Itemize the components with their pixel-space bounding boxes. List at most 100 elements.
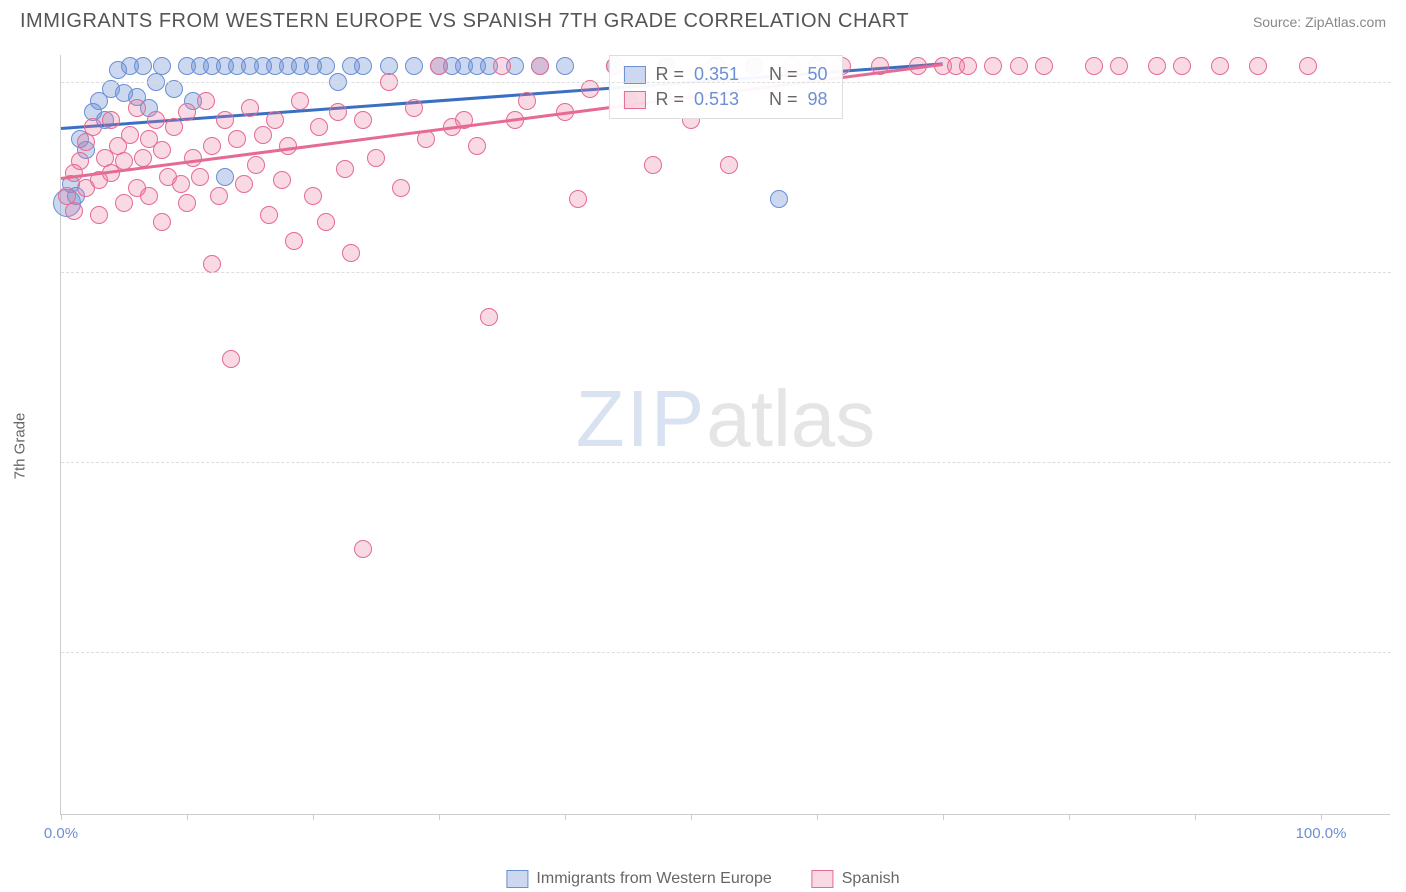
scatter-point bbox=[317, 57, 335, 75]
ytick-label: 85.0% bbox=[1398, 643, 1406, 660]
scatter-point bbox=[216, 111, 234, 129]
scatter-point bbox=[984, 57, 1002, 75]
scatter-point bbox=[121, 126, 139, 144]
scatter-point bbox=[405, 99, 423, 117]
xtick-mark bbox=[691, 814, 692, 820]
ytick-label: 95.0% bbox=[1398, 263, 1406, 280]
scatter-point bbox=[304, 187, 322, 205]
scatter-point bbox=[115, 194, 133, 212]
scatter-point bbox=[241, 99, 259, 117]
chart-plot-area: ZIPatlas R = 0.351 N = 50 R = 0.513 N = … bbox=[60, 55, 1390, 815]
scatter-point bbox=[354, 57, 372, 75]
scatter-point bbox=[556, 57, 574, 75]
scatter-point bbox=[260, 206, 278, 224]
scatter-point bbox=[285, 232, 303, 250]
scatter-point bbox=[153, 213, 171, 231]
scatter-point bbox=[172, 175, 190, 193]
scatter-point bbox=[959, 57, 977, 75]
xtick-label: 0.0% bbox=[44, 825, 78, 842]
scatter-point bbox=[354, 111, 372, 129]
scatter-point bbox=[65, 202, 83, 220]
scatter-point bbox=[84, 118, 102, 136]
scatter-point bbox=[1085, 57, 1103, 75]
scatter-point bbox=[153, 57, 171, 75]
scatter-point bbox=[134, 149, 152, 167]
scatter-point bbox=[342, 244, 360, 262]
y-axis-label: 7th Grade bbox=[12, 413, 29, 480]
legend-item-2: Spanish bbox=[812, 870, 900, 888]
bottom-legend: Immigrants from Western Europe Spanish bbox=[506, 870, 899, 888]
scatter-point bbox=[405, 57, 423, 75]
xtick-mark bbox=[1195, 814, 1196, 820]
scatter-point bbox=[367, 149, 385, 167]
scatter-point bbox=[770, 190, 788, 208]
scatter-point bbox=[392, 179, 410, 197]
scatter-point bbox=[235, 175, 253, 193]
xtick-mark bbox=[439, 814, 440, 820]
scatter-point bbox=[1299, 57, 1317, 75]
scatter-point bbox=[531, 57, 549, 75]
scatter-point bbox=[165, 80, 183, 98]
chart-title: IMMIGRANTS FROM WESTERN EUROPE VS SPANIS… bbox=[20, 10, 909, 33]
scatter-point bbox=[329, 103, 347, 121]
scatter-point bbox=[468, 137, 486, 155]
scatter-point bbox=[147, 111, 165, 129]
scatter-point bbox=[1110, 57, 1128, 75]
scatter-point bbox=[197, 92, 215, 110]
scatter-point bbox=[480, 308, 498, 326]
scatter-point bbox=[71, 152, 89, 170]
scatter-point bbox=[203, 255, 221, 273]
scatter-point bbox=[247, 156, 265, 174]
xtick-mark bbox=[565, 814, 566, 820]
xtick-mark bbox=[313, 814, 314, 820]
source-name: ZipAtlas.com bbox=[1305, 14, 1386, 30]
scatter-point bbox=[644, 156, 662, 174]
scatter-point bbox=[1249, 57, 1267, 75]
r-value-2: 0.513 bbox=[694, 89, 739, 110]
scatter-point bbox=[569, 190, 587, 208]
scatter-point bbox=[430, 57, 448, 75]
scatter-point bbox=[228, 130, 246, 148]
chart-source: Source: ZipAtlas.com bbox=[1253, 14, 1386, 30]
n-label-2: N = bbox=[769, 89, 798, 110]
scatter-point bbox=[310, 118, 328, 136]
legend-label-1: Immigrants from Western Europe bbox=[536, 870, 771, 888]
xtick-label: 100.0% bbox=[1296, 825, 1347, 842]
scatter-point bbox=[273, 171, 291, 189]
legend-swatch-pink bbox=[623, 91, 645, 109]
scatter-point bbox=[254, 126, 272, 144]
scatter-point bbox=[518, 92, 536, 110]
gridline-h bbox=[61, 652, 1391, 653]
scatter-point bbox=[102, 111, 120, 129]
scatter-point bbox=[134, 57, 152, 75]
legend-item-1: Immigrants from Western Europe bbox=[506, 870, 771, 888]
chart-header: IMMIGRANTS FROM WESTERN EUROPE VS SPANIS… bbox=[0, 0, 1406, 41]
scatter-point bbox=[90, 206, 108, 224]
scatter-point bbox=[1035, 57, 1053, 75]
stats-row-series1: R = 0.351 N = 50 bbox=[623, 62, 827, 87]
ytick-label: 90.0% bbox=[1398, 453, 1406, 470]
scatter-point bbox=[317, 213, 335, 231]
source-label: Source: bbox=[1253, 14, 1305, 30]
scatter-point bbox=[178, 194, 196, 212]
xtick-mark bbox=[1321, 814, 1322, 820]
scatter-point bbox=[216, 168, 234, 186]
scatter-point bbox=[336, 160, 354, 178]
scatter-point bbox=[354, 540, 372, 558]
xtick-mark bbox=[1069, 814, 1070, 820]
r-label-2: R = bbox=[655, 89, 684, 110]
stats-row-series2: R = 0.513 N = 98 bbox=[623, 87, 827, 112]
stats-legend: R = 0.351 N = 50 R = 0.513 N = 98 bbox=[608, 55, 842, 119]
scatter-point bbox=[720, 156, 738, 174]
scatter-point bbox=[140, 187, 158, 205]
scatter-point bbox=[210, 187, 228, 205]
scatter-point bbox=[128, 99, 146, 117]
legend-label-2: Spanish bbox=[842, 870, 900, 888]
n-value-2: 98 bbox=[808, 89, 828, 110]
scatter-point bbox=[153, 141, 171, 159]
gridline-h bbox=[61, 462, 1391, 463]
xtick-mark bbox=[817, 814, 818, 820]
scatter-point bbox=[1010, 57, 1028, 75]
xtick-mark bbox=[943, 814, 944, 820]
xtick-mark bbox=[61, 814, 62, 820]
